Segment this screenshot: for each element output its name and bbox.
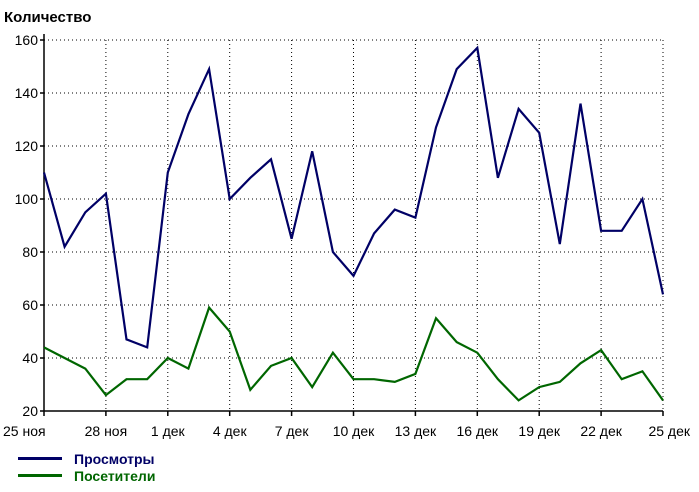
x-tick-label: 10 дек: [333, 423, 375, 439]
x-tick-label: 1 дек: [151, 423, 186, 439]
y-tick-label: 140: [15, 85, 39, 101]
y-ticks: 20 40 60 80 100 120 140 160: [15, 32, 44, 419]
x-tick-label: 4 дек: [213, 423, 248, 439]
x-tick-label: 28 ноя: [85, 423, 128, 439]
legend-label-views: Просмотры: [74, 450, 155, 467]
x-tick-label: 13 дек: [395, 423, 437, 439]
x-tick-label: 22 дек: [580, 423, 622, 439]
legend-swatch-visitors: [18, 474, 62, 477]
x-tick-label: 25 дек: [648, 423, 690, 439]
y-tick-label: 40: [22, 350, 38, 366]
y-tick-label: 20: [22, 403, 38, 419]
y-axis-label: Количество: [4, 9, 91, 26]
legend-label-visitors: Посетители: [74, 467, 156, 484]
axes: [43, 34, 663, 412]
y-tick-label: 80: [22, 244, 38, 260]
legend-item-visitors: Посетители: [18, 467, 155, 484]
y-tick-label: 100: [15, 191, 39, 207]
legend-swatch-views: [18, 457, 62, 460]
x-tick-label: 25 ноя: [3, 423, 46, 439]
x-tick-label: 19 дек: [518, 423, 560, 439]
line-chart: Количество 20 40 60 80 100 120 140 160 25 ноя 28…: [3, 9, 691, 439]
x-tick-label: 7 дек: [275, 423, 310, 439]
x-tick-label: 16 дек: [457, 423, 499, 439]
grid: [44, 39, 664, 411]
legend-item-views: Просмотры: [18, 450, 155, 467]
y-tick-label: 60: [22, 297, 38, 313]
series-line-views: [42, 45, 665, 349]
x-ticks: 25 ноя 28 ноя 1 дек 4 дек 7 дек 10 дек 13 дек 1…: [3, 411, 691, 439]
legend: Просмотры Посетители: [18, 450, 155, 484]
series-line-visitors: [43, 305, 664, 402]
y-tick-label: 120: [15, 138, 39, 154]
series: [42, 45, 665, 402]
y-tick-label: 160: [15, 32, 39, 48]
